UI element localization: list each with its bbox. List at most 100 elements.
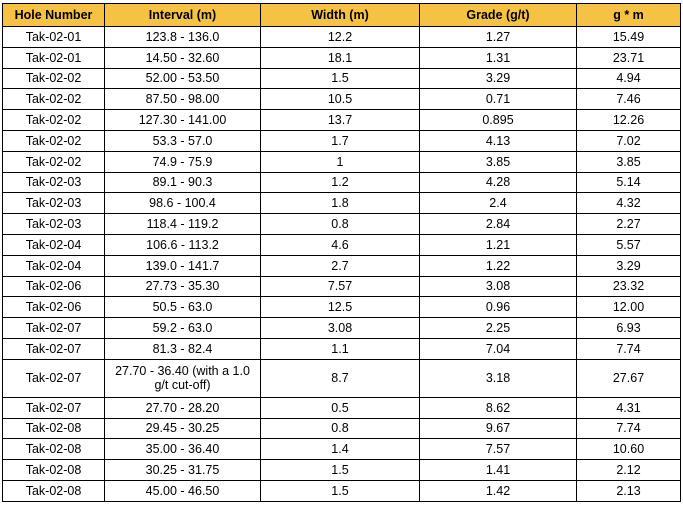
- cell-hole-number: Tak-02-06: [2, 296, 105, 319]
- cell-width: 1.5: [260, 479, 420, 502]
- cell-grade: 3.18: [419, 358, 577, 398]
- cell-hole-number: Tak-02-02: [2, 129, 105, 152]
- cell-interval: 74.9 - 75.9: [104, 150, 261, 173]
- table-row: Tak-02-03 89.1 - 90.3 1.2 4.28 5.14: [2, 171, 681, 194]
- table-row: Tak-02-02 52.00 - 53.50 1.5 3.29 4.94: [2, 67, 681, 90]
- cell-interval: 50.5 - 63.0: [104, 296, 261, 319]
- cell-grade: 1.27: [419, 26, 577, 48]
- cell-hole-number: Tak-02-06: [2, 275, 105, 298]
- cell-grade: 3.08: [419, 275, 577, 298]
- cell-width: 10.5: [260, 88, 420, 111]
- cell-hole-number: Tak-02-01: [2, 26, 105, 48]
- cell-hole-number: Tak-02-01: [2, 46, 105, 69]
- table-row: Tak-02-02 53.3 - 57.0 1.7 4.13 7.02: [2, 129, 681, 152]
- column-header-interval: Interval (m): [104, 3, 261, 27]
- cell-grade-meters: 27.67: [576, 358, 681, 398]
- cell-width: 1.4: [260, 438, 420, 461]
- table-row: Tak-02-03 118.4 - 119.2 0.8 2.84 2.27: [2, 213, 681, 235]
- table-row: Tak-02-08 30.25 - 31.75 1.5 1.41 2.12: [2, 459, 681, 481]
- cell-grade: 2.84: [419, 213, 577, 235]
- cell-interval: 139.0 - 141.7: [104, 254, 261, 277]
- cell-hole-number: Tak-02-02: [2, 88, 105, 111]
- cell-hole-number: Tak-02-08: [2, 479, 105, 502]
- cell-grade: 1.21: [419, 233, 577, 256]
- cell-hole-number: Tak-02-08: [2, 459, 105, 481]
- table-row: Tak-02-06 50.5 - 63.0 12.5 0.96 12.00: [2, 296, 681, 319]
- cell-grade: 0.895: [419, 109, 577, 131]
- cell-grade-meters: 23.71: [576, 46, 681, 69]
- cell-grade: 9.67: [419, 417, 577, 440]
- cell-width: 13.7: [260, 109, 420, 131]
- cell-interval: 45.00 - 46.50: [104, 479, 261, 502]
- cell-width: 1.8: [260, 192, 420, 215]
- table-row: Tak-02-01 14.50 - 32.60 18.1 1.31 23.71: [2, 46, 681, 69]
- cell-hole-number: Tak-02-07: [2, 317, 105, 339]
- cell-interval: 14.50 - 32.60: [104, 46, 261, 69]
- cell-grade: 1.42: [419, 479, 577, 502]
- cell-width: 1.5: [260, 459, 420, 481]
- cell-width: 3.08: [260, 317, 420, 339]
- cell-interval: 27.70 - 28.20: [104, 396, 261, 419]
- cell-interval: 98.6 - 100.4: [104, 192, 261, 215]
- cell-grade-meters: 2.13: [576, 479, 681, 502]
- cell-grade: 2.4: [419, 192, 577, 215]
- cell-width: 1.2: [260, 171, 420, 194]
- cell-interval: 106.6 - 113.2: [104, 233, 261, 256]
- cell-grade-meters: 2.12: [576, 459, 681, 481]
- cell-interval: 89.1 - 90.3: [104, 171, 261, 194]
- cell-grade: 1.31: [419, 46, 577, 69]
- table-row: Tak-02-03 98.6 - 100.4 1.8 2.4 4.32: [2, 192, 681, 215]
- cell-hole-number: Tak-02-02: [2, 109, 105, 131]
- cell-hole-number: Tak-02-07: [2, 358, 105, 398]
- table-row: Tak-02-06 27.73 - 35.30 7.57 3.08 23.32: [2, 275, 681, 298]
- drill-results-table: Hole Number Interval (m) Width (m) Grade (g…: [2, 3, 681, 502]
- cell-width: 0.8: [260, 213, 420, 235]
- cell-hole-number: Tak-02-04: [2, 254, 105, 277]
- column-header-grade: Grade (g/t): [419, 3, 577, 27]
- cell-width: 2.7: [260, 254, 420, 277]
- cell-grade-meters: 15.49: [576, 26, 681, 48]
- cell-interval: 53.3 - 57.0: [104, 129, 261, 152]
- cell-grade: 8.62: [419, 396, 577, 419]
- cell-hole-number: Tak-02-03: [2, 171, 105, 194]
- cell-hole-number: Tak-02-08: [2, 417, 105, 440]
- table-row: Tak-02-07 27.70 - 28.20 0.5 8.62 4.31: [2, 396, 681, 419]
- cell-grade: 1.22: [419, 254, 577, 277]
- cell-interval: 35.00 - 36.40: [104, 438, 261, 461]
- cell-grade: 3.29: [419, 67, 577, 90]
- cell-width: 1.1: [260, 337, 420, 360]
- cell-hole-number: Tak-02-07: [2, 337, 105, 360]
- cell-width: 0.8: [260, 417, 420, 440]
- cell-width: 18.1: [260, 46, 420, 69]
- column-header-width: Width (m): [260, 3, 420, 27]
- cell-interval: 59.2 - 63.0: [104, 317, 261, 339]
- cell-interval: 127.30 - 141.00: [104, 109, 261, 131]
- cell-hole-number: Tak-02-02: [2, 67, 105, 90]
- column-header-hole-number: Hole Number: [2, 3, 105, 27]
- cell-interval: 81.3 - 82.4: [104, 337, 261, 360]
- table-row: Tak-02-02 74.9 - 75.9 1 3.85 3.85: [2, 150, 681, 173]
- cell-grade: 0.96: [419, 296, 577, 319]
- cell-width: 7.57: [260, 275, 420, 298]
- cell-interval: 118.4 - 119.2: [104, 213, 261, 235]
- cell-grade-meters: 7.46: [576, 88, 681, 111]
- cell-interval: 29.45 - 30.25: [104, 417, 261, 440]
- table-row: Tak-02-08 35.00 - 36.40 1.4 7.57 10.60: [2, 438, 681, 461]
- cell-hole-number: Tak-02-02: [2, 150, 105, 173]
- cell-grade-meters: 5.57: [576, 233, 681, 256]
- cell-width: 1.5: [260, 67, 420, 90]
- cell-grade-meters: 5.14: [576, 171, 681, 194]
- cell-grade-meters: 7.74: [576, 417, 681, 440]
- cell-grade: 4.28: [419, 171, 577, 194]
- cell-interval: 52.00 - 53.50: [104, 67, 261, 90]
- table-row: Tak-02-08 45.00 - 46.50 1.5 1.42 2.13: [2, 479, 681, 502]
- cell-grade-meters: 4.94: [576, 67, 681, 90]
- cell-interval: 27.70 - 36.40 (with a 1.0 g/t cut-off): [104, 358, 261, 398]
- cell-width: 12.5: [260, 296, 420, 319]
- table-row: Tak-02-07 81.3 - 82.4 1.1 7.04 7.74: [2, 337, 681, 360]
- cell-grade: 1.41: [419, 459, 577, 481]
- cell-interval: 27.73 - 35.30: [104, 275, 261, 298]
- cell-grade-meters: 6.93: [576, 317, 681, 339]
- header-row: Hole Number Interval (m) Width (m) Grade (g…: [2, 3, 681, 27]
- cell-interval: 30.25 - 31.75: [104, 459, 261, 481]
